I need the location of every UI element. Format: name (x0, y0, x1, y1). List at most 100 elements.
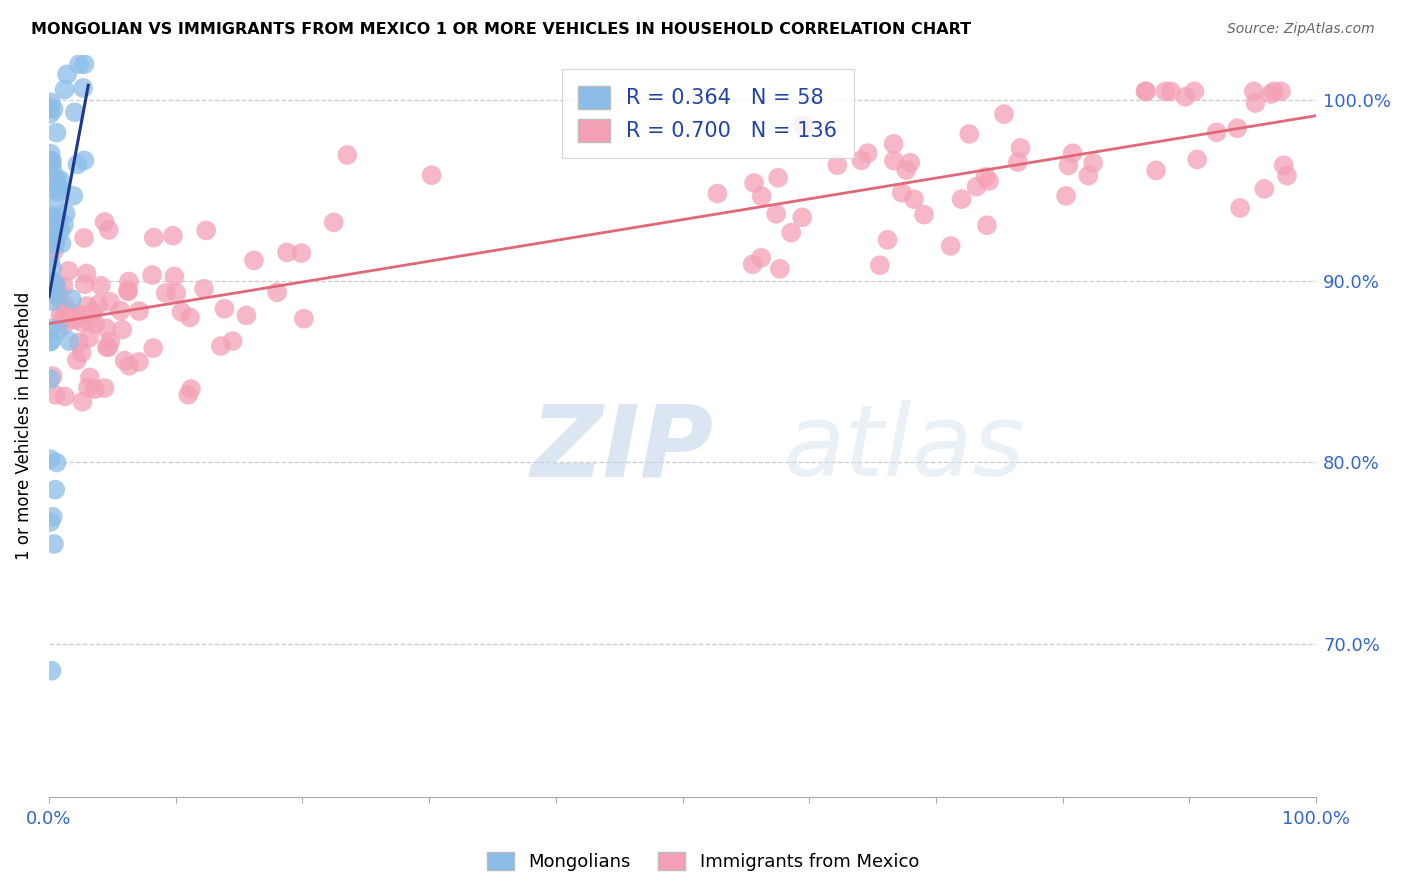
Point (993, 107, 1015, 121)
Point (44, 195, 66, 210)
Point (890, 186, 912, 200)
Point (749, 251, 772, 265)
Point (1057, 159, 1080, 173)
Point (322, 215, 344, 229)
Point (67, 308, 90, 322)
Point (96, 321, 118, 335)
Point (72, 394, 94, 409)
Point (898, 155, 921, 169)
Y-axis label: 1 or more Vehicles in Household: 1 or more Vehicles in Household (15, 293, 32, 560)
Point (98, 294, 121, 309)
Point (55, 300, 77, 314)
Point (83, 382, 105, 396)
Point (46, 211, 69, 225)
Point (45, 235, 67, 249)
Point (93, 215, 115, 229)
Point (41, 261, 63, 276)
Point (93, 381, 115, 395)
Point (45, 172, 67, 186)
Point (769, 261, 792, 276)
Point (1253, 182, 1275, 196)
Point (41, 154, 63, 169)
Point (53, 389, 76, 403)
Point (179, 310, 201, 325)
Point (193, 282, 215, 296)
Point (69, 308, 91, 322)
Point (1154, 84, 1177, 98)
Point (1174, 90, 1197, 104)
Point (56, 303, 79, 318)
Point (976, 219, 998, 233)
Point (966, 179, 988, 194)
Legend: R = 0.364   N = 58, R = 0.700   N = 136: R = 0.364 N = 58, R = 0.700 N = 136 (562, 70, 853, 159)
Point (1260, 87, 1282, 101)
Point (1010, 141, 1032, 155)
Point (66, 157, 89, 171)
Point (97, 223, 120, 237)
Point (1185, 153, 1208, 167)
Point (903, 192, 925, 206)
Point (896, 163, 918, 178)
Point (792, 118, 814, 132)
Point (128, 355, 150, 369)
Point (49, 224, 72, 238)
Point (87, 297, 110, 311)
Text: Source: ZipAtlas.com: Source: ZipAtlas.com (1227, 22, 1375, 37)
Point (1244, 96, 1267, 111)
Point (1263, 84, 1285, 98)
Point (1135, 84, 1157, 98)
Point (290, 246, 312, 260)
Point (1007, 155, 1029, 169)
Point (76, 267, 98, 281)
Point (70, 315, 93, 329)
Point (170, 305, 193, 319)
Point (58, 264, 80, 278)
Point (63, 312, 86, 326)
Point (46, 185, 69, 199)
Point (111, 323, 134, 337)
Point (235, 309, 257, 323)
Point (53, 218, 76, 232)
Point (44, 279, 66, 293)
Point (117, 284, 139, 298)
Point (39, 452, 62, 467)
Point (73, 153, 96, 168)
Point (336, 148, 359, 162)
Point (765, 207, 787, 221)
Point (53, 318, 76, 332)
Point (52, 312, 75, 326)
Point (62, 189, 84, 203)
Point (49, 294, 72, 309)
Point (39, 273, 62, 287)
Point (48, 323, 70, 337)
Point (48, 217, 70, 231)
Point (39, 515, 62, 529)
Point (46, 179, 69, 194)
Point (856, 146, 879, 161)
Point (163, 269, 186, 284)
Point (180, 382, 202, 396)
Point (39, 219, 62, 234)
Point (49, 172, 72, 186)
Point (741, 257, 763, 271)
Point (39, 372, 62, 386)
Point (957, 127, 980, 141)
Point (142, 341, 165, 355)
Point (41, 664, 63, 678)
Legend: Mongolians, Immigrants from Mexico: Mongolians, Immigrants from Mexico (479, 845, 927, 879)
Point (77, 380, 100, 394)
Point (76, 299, 98, 313)
Point (1144, 163, 1167, 178)
Point (42, 294, 65, 309)
Point (45, 126, 67, 140)
Point (41, 155, 63, 169)
Point (58, 334, 80, 348)
Point (912, 208, 935, 222)
Point (42, 276, 65, 290)
Text: ZIP: ZIP (530, 400, 713, 497)
Point (49, 308, 72, 322)
Point (73, 277, 96, 292)
Point (39, 334, 62, 348)
Point (706, 186, 728, 201)
Point (766, 170, 789, 185)
